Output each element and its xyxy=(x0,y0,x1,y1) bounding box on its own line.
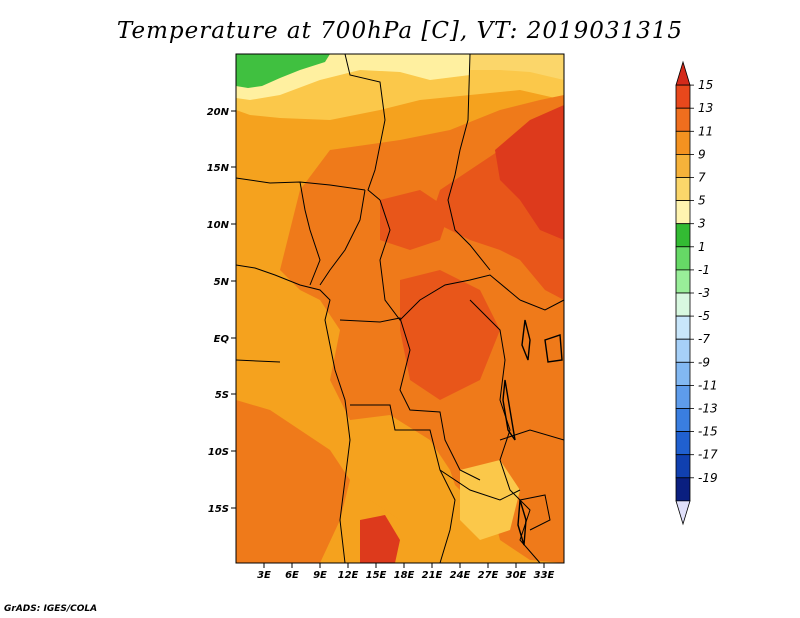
country-borders xyxy=(236,54,564,563)
border-nigeria-benin xyxy=(299,181,321,286)
lat-label: 10N xyxy=(207,220,230,231)
lat-label: 10S xyxy=(208,447,229,458)
lon-label: 30E xyxy=(506,570,527,581)
colorbar-segment xyxy=(675,153,691,178)
border-niger-chad xyxy=(344,54,386,201)
colorbar-segment xyxy=(675,200,691,225)
lake-malawi xyxy=(517,499,527,546)
field-band-9-11-atlantic xyxy=(236,260,310,400)
field-band-1-3 xyxy=(236,54,330,88)
coastline-west xyxy=(236,264,351,563)
colorbar-segment xyxy=(675,292,691,317)
field-band-7-9-zambia xyxy=(460,460,520,540)
colorbar-segment xyxy=(675,107,691,132)
colorbar-segment xyxy=(675,408,691,433)
colorbar-label: -13 xyxy=(698,402,718,416)
colorbar-label: 9 xyxy=(698,147,706,161)
lake-albert xyxy=(521,319,531,361)
field-band-southwest xyxy=(236,400,350,563)
colorbar-segment xyxy=(675,315,691,340)
colorbar-label: -15 xyxy=(698,425,718,439)
colorbar-label: -1 xyxy=(698,263,710,277)
border-malawi xyxy=(519,494,551,531)
lon-label: 27E xyxy=(478,570,499,581)
border-gabon xyxy=(236,359,281,363)
lake-tanganyika xyxy=(502,379,516,441)
latitude-axis xyxy=(231,110,236,509)
colorbar-segment xyxy=(675,384,691,409)
field-warm-cell-congo xyxy=(400,270,500,400)
map-title: Temperature at 700hPa [C], VT: 201903131… xyxy=(116,18,684,44)
lon-label: 15E xyxy=(366,570,387,581)
border-chad-sudan xyxy=(447,54,491,271)
colorbar-segment xyxy=(675,361,691,386)
border-car xyxy=(379,199,521,321)
lon-label: 24E xyxy=(450,570,471,581)
colorbar-segment xyxy=(675,477,691,502)
map-frame xyxy=(235,53,565,564)
colorbar-label: 7 xyxy=(698,171,706,185)
border-angola xyxy=(350,404,456,563)
colorbar-label: -17 xyxy=(698,448,718,462)
colorbar-segment xyxy=(675,338,691,363)
border-congo-drc xyxy=(339,317,481,481)
lon-label: 33E xyxy=(534,570,555,581)
lon-label: 3E xyxy=(257,570,271,581)
colorbar-segment xyxy=(675,60,691,86)
border-tanzania xyxy=(499,429,564,441)
field-band-5-7 xyxy=(470,54,564,80)
border-zambia xyxy=(439,469,521,501)
colorbar: 15 13 11 9 7 5 3 1 -1 -3 -5 -7 -9 -11 -13 -15 -17 -19 xyxy=(675,60,718,526)
field-band-13-15-core xyxy=(495,105,564,240)
field-band-9-11-angola xyxy=(350,415,460,530)
field-warm-cell-south xyxy=(360,515,400,563)
colorbar-segment xyxy=(675,500,691,526)
lat-label: 15N xyxy=(207,163,230,174)
longitude-axis xyxy=(263,563,545,568)
colorbar-label: 1 xyxy=(698,240,706,254)
lon-label: 18E xyxy=(394,570,415,581)
colorbar-label: -19 xyxy=(698,471,718,485)
lon-label: 21E xyxy=(422,570,443,581)
border-nigeria-cameroon xyxy=(319,189,366,286)
lat-label: EQ xyxy=(214,334,230,345)
colorbar-segment xyxy=(675,177,691,202)
colorbar-label: -7 xyxy=(698,332,710,346)
lon-label: 12E xyxy=(338,570,359,581)
temperature-field xyxy=(236,54,564,563)
colorbar-label: -9 xyxy=(698,355,710,369)
colorbar-segment xyxy=(675,246,691,271)
colorbar-segment xyxy=(675,454,691,479)
colorbar-segment xyxy=(675,84,691,109)
colorbar-label: -5 xyxy=(698,309,710,323)
colorbar-segment xyxy=(675,130,691,155)
lat-label: 5N xyxy=(214,277,230,288)
lat-label: 15S xyxy=(208,504,229,515)
lon-label: 9E xyxy=(313,570,327,581)
colorbar-segment xyxy=(675,269,691,294)
lat-label: 5S xyxy=(215,390,229,401)
grads-credit: GrADS: IGES/COLA xyxy=(4,604,98,614)
border-uganda xyxy=(519,299,564,311)
colorbar-label: -11 xyxy=(698,378,718,392)
colorbar-label: -3 xyxy=(698,286,710,300)
colorbar-segment xyxy=(675,223,691,248)
lon-label: 6E xyxy=(285,570,299,581)
lake-victoria xyxy=(544,334,563,363)
colorbar-label: 15 xyxy=(698,78,713,92)
colorbar-label: 5 xyxy=(698,194,706,208)
lakes xyxy=(502,319,563,546)
colorbar-label: 3 xyxy=(698,217,706,231)
field-warm-cell-central xyxy=(380,190,450,250)
colorbar-label: 11 xyxy=(698,124,713,138)
colorbar-label: 13 xyxy=(698,101,713,115)
colorbar-segment xyxy=(675,431,691,456)
lat-label: 20N xyxy=(207,107,230,118)
